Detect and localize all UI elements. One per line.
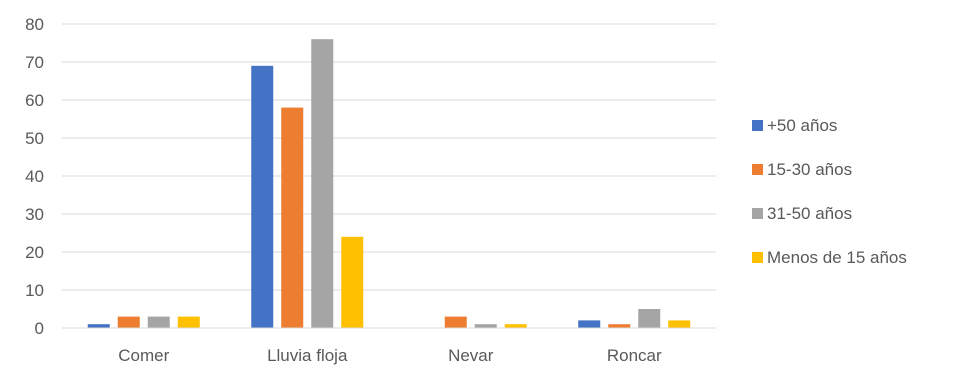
bar-3-1 [608, 324, 631, 328]
legend-swatch [752, 164, 763, 175]
x-axis: Comer Lluvia floja Nevar Roncar [62, 327, 716, 365]
bar-3-3 [668, 320, 691, 328]
bars [87, 39, 691, 329]
x-category-label: Nevar [448, 346, 494, 365]
bar-1-1 [281, 107, 304, 328]
legend-swatch [752, 208, 763, 219]
x-category-label: Lluvia floja [267, 346, 348, 365]
bar-0-0 [87, 324, 110, 328]
legend-swatch [752, 120, 763, 131]
bar-2-3 [504, 324, 527, 328]
legend: +50 años 15-30 años 31-50 años Menos de 15 … [752, 116, 907, 267]
legend-label: 15-30 años [767, 160, 852, 179]
y-tick-label: 10 [25, 281, 44, 300]
y-tick-label: 70 [25, 53, 44, 72]
bar-0-1 [117, 316, 140, 328]
bar-2-1 [444, 316, 467, 328]
y-tick-label: 50 [25, 129, 44, 148]
legend-label: Menos de 15 años [767, 248, 907, 267]
bar-1-0 [251, 65, 274, 329]
x-category-label: Comer [118, 346, 169, 365]
y-tick-label: 40 [25, 167, 44, 186]
y-tick-label: 30 [25, 205, 44, 224]
x-category-label: Roncar [607, 346, 662, 365]
bar-2-2 [474, 324, 497, 328]
bar-0-2 [147, 316, 170, 328]
legend-label: 31-50 años [767, 204, 852, 223]
bar-1-3 [341, 236, 364, 328]
legend-label: +50 años [767, 116, 837, 135]
y-tick-label: 60 [25, 91, 44, 110]
legend-swatch [752, 252, 763, 263]
y-axis-tick-labels: 0 10 20 30 40 50 60 70 80 [25, 15, 44, 338]
y-tick-label: 20 [25, 243, 44, 262]
bar-3-2 [638, 309, 661, 328]
y-tick-label: 80 [25, 15, 44, 34]
bar-0-3 [177, 316, 200, 328]
y-tick-label: 0 [35, 319, 44, 338]
bar-1-2 [311, 39, 334, 328]
gridlines [62, 23, 716, 291]
bar-3-0 [578, 320, 601, 328]
